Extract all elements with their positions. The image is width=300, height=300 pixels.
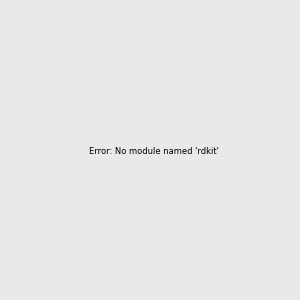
Text: Error: No module named 'rdkit': Error: No module named 'rdkit' (89, 147, 219, 156)
